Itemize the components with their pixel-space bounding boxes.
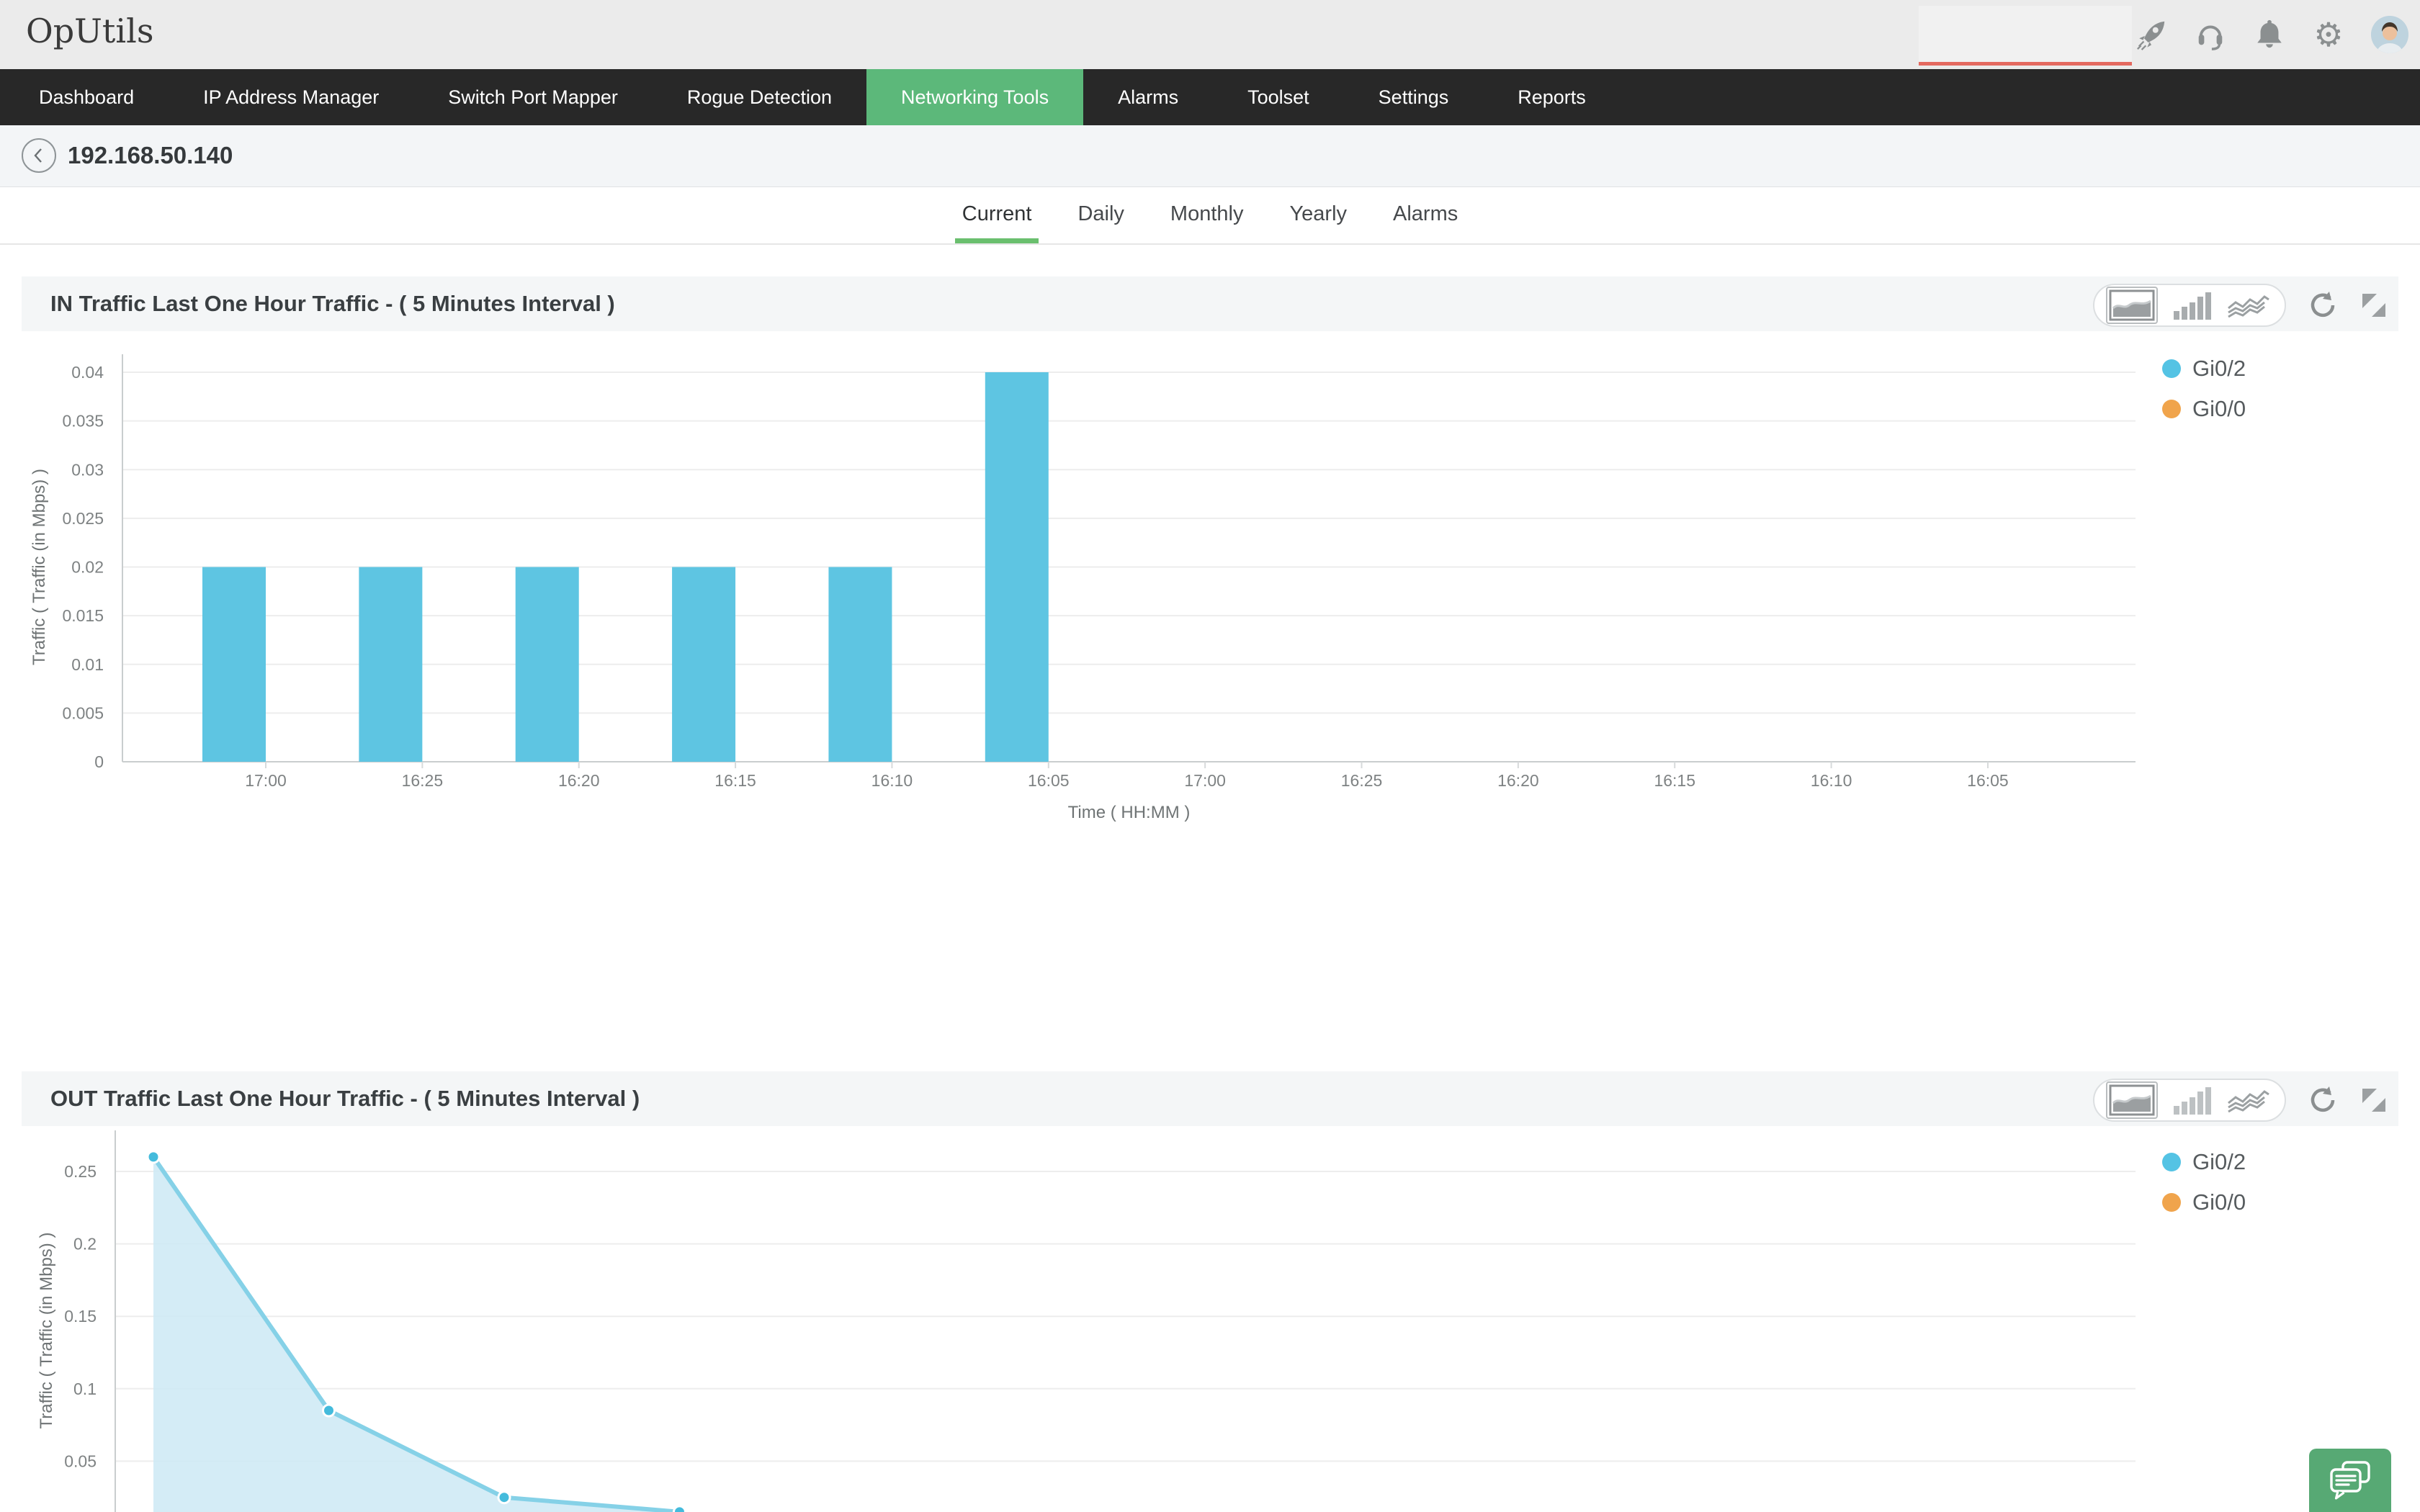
- svg-text:16:20: 16:20: [558, 771, 600, 790]
- nav-item-dashboard[interactable]: Dashboard: [39, 86, 135, 108]
- bell-icon[interactable]: [2253, 18, 2286, 51]
- svg-text:17:00: 17:00: [245, 771, 287, 790]
- legend-label: Gi0/2: [2192, 1149, 2246, 1174]
- svg-text:0.05: 0.05: [64, 1452, 97, 1470]
- area-chart-icon[interactable]: [2106, 1081, 2158, 1119]
- search-input[interactable]: [1919, 6, 2132, 66]
- svg-text:0.03: 0.03: [71, 460, 104, 479]
- svg-text:0.2: 0.2: [73, 1235, 97, 1254]
- svg-text:16:20: 16:20: [1497, 771, 1539, 790]
- period-tabs: Current Daily Monthly Yearly Alarms: [0, 187, 2420, 245]
- svg-text:16:25: 16:25: [1341, 771, 1383, 790]
- legend-label: Gi0/2: [2192, 356, 2246, 381]
- svg-text:0.04: 0.04: [71, 363, 104, 382]
- expand-icon[interactable]: [2358, 1084, 2390, 1116]
- svg-text:0.035: 0.035: [62, 412, 104, 431]
- rocket-icon[interactable]: [2135, 18, 2168, 51]
- svg-text:Traffic ( Traffic (in Mbps) ): Traffic ( Traffic (in Mbps) ): [30, 469, 49, 665]
- in-traffic-bar-chart: 0 0.005 0.01 0.015 0.02 0.025 0.03 0.035 0.04 17:…: [30, 354, 2136, 822]
- svg-text:16:05: 16:05: [1028, 771, 1070, 790]
- nav-item-settings[interactable]: Settings: [1378, 86, 1449, 108]
- chart-title: OUT Traffic Last One Hour Traffic - ( 5 …: [50, 1086, 640, 1111]
- line-chart-icon[interactable]: [2224, 287, 2273, 324]
- nav-item-alarms[interactable]: Alarms: [1118, 86, 1179, 108]
- tab-current[interactable]: Current: [954, 187, 1039, 243]
- svg-text:16:10: 16:10: [1811, 771, 1852, 790]
- svg-text:Traffic ( Traffic (in Mbps) ): Traffic ( Traffic (in Mbps) ): [37, 1233, 56, 1429]
- area-chart-icon[interactable]: [2106, 287, 2158, 324]
- svg-text:16:15: 16:15: [1654, 771, 1695, 790]
- panel-header-in-traffic: IN Traffic Last One Hour Traffic - ( 5 M…: [22, 276, 2398, 331]
- legend-item-gi0-0[interactable]: Gi0/0: [2162, 1189, 2246, 1215]
- svg-text:0.015: 0.015: [62, 606, 104, 625]
- chart-title: IN Traffic Last One Hour Traffic - ( 5 M…: [50, 291, 615, 316]
- chart-toolbar: [2093, 1079, 2390, 1122]
- legend-item-gi0-0[interactable]: Gi0/0: [2162, 396, 2246, 422]
- svg-text:0.02: 0.02: [71, 558, 104, 577]
- tab-alarms[interactable]: Alarms: [1393, 202, 1458, 225]
- chart-type-switcher: [2093, 284, 2286, 327]
- breadcrumb: 192.168.50.140: [0, 125, 2420, 187]
- chevron-left-icon: [34, 148, 42, 163]
- topbar: OpUtils ⚙: [0, 0, 2420, 70]
- nav-item-rogue-detection[interactable]: Rogue Detection: [686, 86, 832, 108]
- bar-chart-icon[interactable]: [2168, 1081, 2214, 1119]
- back-button[interactable]: [22, 138, 56, 173]
- topbar-icons: ⚙: [2135, 0, 2408, 69]
- svg-text:16:25: 16:25: [402, 771, 444, 790]
- headset-icon[interactable]: [2194, 18, 2227, 51]
- refresh-icon[interactable]: [2306, 1084, 2338, 1116]
- legend-item-gi0-2[interactable]: Gi0/2: [2162, 356, 2246, 382]
- svg-text:0.01: 0.01: [71, 655, 104, 674]
- svg-text:16:10: 16:10: [871, 771, 913, 790]
- legend-label: Gi0/0: [2192, 1189, 2246, 1215]
- user-avatar[interactable]: [2371, 16, 2408, 53]
- nav-item-networking-tools[interactable]: Networking Tools: [866, 69, 1084, 125]
- nav-item-reports[interactable]: Reports: [1518, 86, 1586, 108]
- svg-text:0.25: 0.25: [64, 1162, 97, 1181]
- expand-icon[interactable]: [2358, 289, 2390, 321]
- legend-dot: [2162, 359, 2181, 378]
- gear-icon[interactable]: ⚙: [2313, 16, 2344, 53]
- legend-dot: [2162, 1193, 2181, 1212]
- nav-item-toolset[interactable]: Toolset: [1247, 86, 1309, 108]
- line-chart-icon[interactable]: [2224, 1081, 2273, 1119]
- svg-text:0.1: 0.1: [73, 1380, 97, 1398]
- chart-legend: Gi0/2 Gi0/0: [2162, 1149, 2246, 1215]
- svg-text:0.15: 0.15: [64, 1307, 97, 1326]
- panel-header-out-traffic: OUT Traffic Last One Hour Traffic - ( 5 …: [22, 1071, 2398, 1126]
- main-nav: Dashboard IP Address Manager Switch Port M…: [0, 69, 2420, 125]
- out-traffic-area-chart: 0.05 0.1 0.15 0.2 0.25 Traffic ( Traffic (in …: [37, 1130, 2136, 1512]
- legend-dot: [2162, 400, 2181, 418]
- svg-text:17:00: 17:00: [1184, 771, 1226, 790]
- chart-type-switcher: [2093, 1079, 2286, 1122]
- legend-dot: [2162, 1153, 2181, 1171]
- tab-monthly[interactable]: Monthly: [1170, 202, 1244, 225]
- tab-yearly[interactable]: Yearly: [1289, 202, 1348, 225]
- svg-text:0.005: 0.005: [62, 703, 104, 722]
- tab-daily[interactable]: Daily: [1077, 202, 1124, 225]
- page-title: 192.168.50.140: [68, 142, 233, 168]
- chart-toolbar: [2093, 284, 2390, 327]
- chat-icon: [2330, 1461, 2370, 1500]
- nav-item-switch-port-mapper[interactable]: Switch Port Mapper: [448, 86, 618, 108]
- svg-text:0.025: 0.025: [62, 509, 104, 528]
- bar-chart-icon[interactable]: [2168, 287, 2214, 324]
- nav-item-ip-address-manager[interactable]: IP Address Manager: [203, 86, 380, 108]
- legend-label: Gi0/0: [2192, 396, 2246, 421]
- svg-text:0: 0: [94, 752, 104, 771]
- app-logo: OpUtils: [26, 12, 154, 50]
- svg-text:16:05: 16:05: [1967, 771, 2009, 790]
- svg-text:16:15: 16:15: [714, 771, 756, 790]
- chat-button[interactable]: [2309, 1449, 2391, 1512]
- svg-text:Time ( HH:MM ): Time ( HH:MM ): [1068, 803, 1191, 822]
- legend-item-gi0-2[interactable]: Gi0/2: [2162, 1149, 2246, 1175]
- chart-legend: Gi0/2 Gi0/0: [2162, 356, 2246, 422]
- refresh-icon[interactable]: [2306, 289, 2338, 321]
